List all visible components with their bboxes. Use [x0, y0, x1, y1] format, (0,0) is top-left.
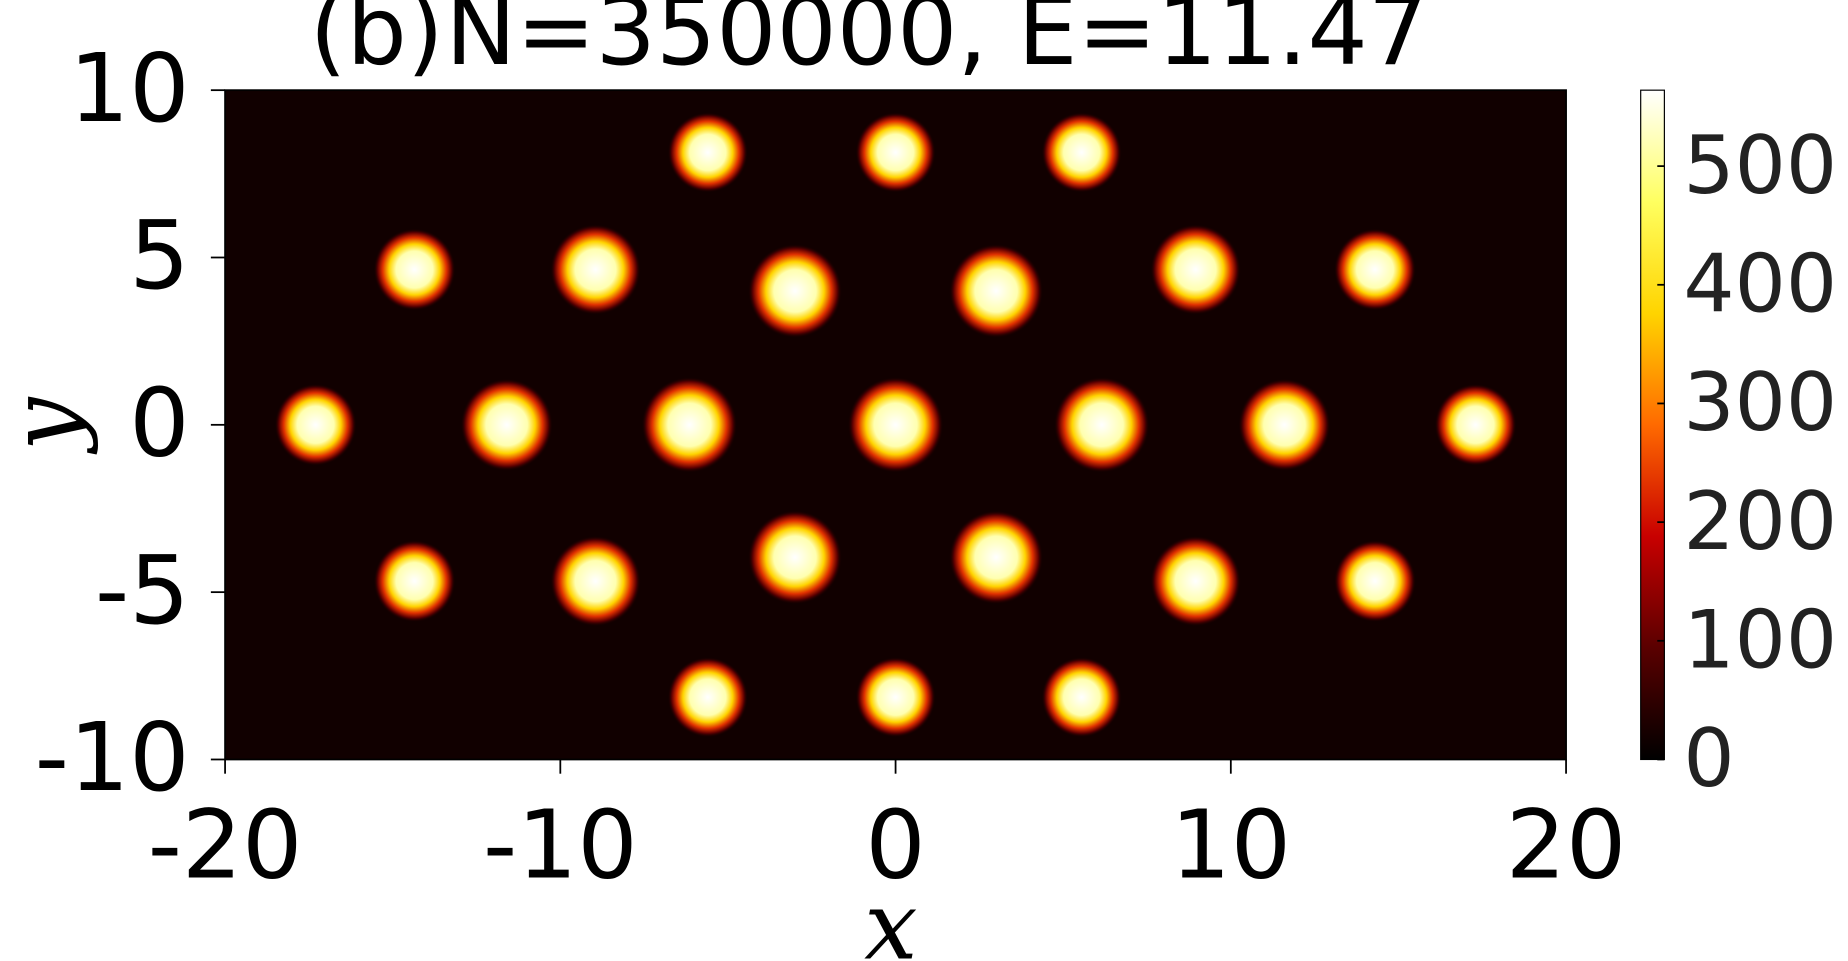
density-spot — [1334, 540, 1416, 623]
y-axis-label: y — [0, 396, 100, 455]
x-tick-label: 10 — [1171, 791, 1292, 901]
y-tick-label: -5 — [95, 536, 189, 646]
density-spot — [949, 244, 1044, 338]
density-spot — [1150, 535, 1241, 627]
density-spot — [949, 510, 1044, 605]
density-spot — [1053, 377, 1150, 473]
density-spot — [1150, 224, 1241, 315]
density-spot — [373, 228, 456, 311]
density-spot — [1041, 112, 1122, 193]
x-axis-label: x — [864, 872, 917, 961]
x-tick-label: -10 — [483, 791, 638, 901]
y-tick-label: 0 — [129, 368, 189, 478]
density-spot — [855, 112, 936, 193]
density-spot — [1434, 383, 1517, 466]
density-spot — [550, 224, 641, 315]
density-spot — [748, 244, 842, 338]
density-spot — [667, 657, 748, 738]
colorbar — [1640, 89, 1665, 761]
density-spot — [1334, 228, 1416, 311]
density-spot — [460, 378, 553, 471]
colorbar-tick-label: 300 — [1683, 355, 1837, 449]
density-spot — [274, 383, 357, 466]
density-spot — [667, 112, 748, 193]
density-spot — [748, 510, 842, 605]
density-spot — [373, 540, 456, 623]
colorbar-tick-label: 500 — [1683, 118, 1837, 212]
density-spot — [641, 377, 738, 473]
colorbar-tick-label: 400 — [1683, 236, 1837, 330]
density-spot — [550, 535, 641, 627]
y-tick-label: 10 — [69, 34, 190, 144]
colorbar-tick-label: 0 — [1683, 711, 1734, 805]
x-tick-label: -20 — [148, 791, 303, 901]
title-tag: (b) — [310, 0, 444, 87]
chart-title: N=350000, E=11.47 — [445, 0, 1428, 87]
y-tick-label: 5 — [129, 201, 189, 311]
density-spot — [855, 657, 936, 738]
density-spot — [847, 377, 944, 473]
x-tick-label: 0 — [865, 791, 925, 901]
y-tick-label: -10 — [35, 703, 190, 813]
colorbar-tick-label: 100 — [1683, 593, 1837, 687]
colorbar-tick-label: 200 — [1683, 474, 1837, 568]
density-spot — [1238, 378, 1331, 471]
x-tick-label: 20 — [1506, 791, 1627, 901]
density-spot — [1041, 657, 1122, 738]
